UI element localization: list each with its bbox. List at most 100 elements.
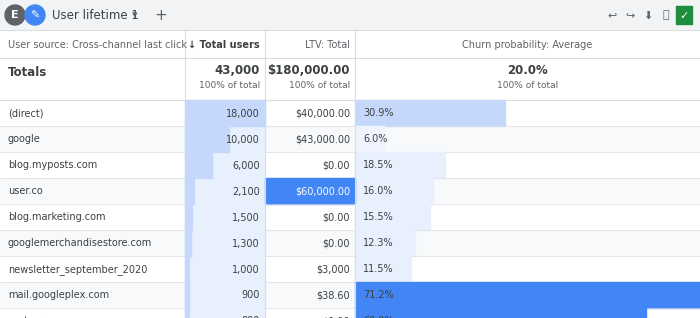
Text: 100% of total: 100% of total bbox=[199, 81, 260, 91]
Bar bbox=[185, 230, 191, 256]
Text: 20.0%: 20.0% bbox=[507, 64, 548, 77]
Bar bbox=[185, 126, 265, 152]
Bar bbox=[185, 308, 188, 318]
Text: ↪: ↪ bbox=[625, 10, 635, 20]
Bar bbox=[185, 256, 265, 282]
Text: 12.3%: 12.3% bbox=[363, 238, 393, 248]
Bar bbox=[0, 256, 700, 282]
Text: User lifetime 1: User lifetime 1 bbox=[52, 9, 139, 22]
Text: ✓: ✓ bbox=[679, 10, 689, 20]
Text: 10,000: 10,000 bbox=[226, 135, 260, 144]
Bar bbox=[185, 308, 265, 318]
Bar bbox=[0, 282, 700, 308]
Bar bbox=[185, 256, 190, 282]
Text: +: + bbox=[154, 8, 167, 23]
Text: 1,300: 1,300 bbox=[232, 238, 260, 248]
Text: 2,100: 2,100 bbox=[232, 186, 260, 197]
Bar bbox=[185, 230, 265, 256]
Bar bbox=[0, 58, 700, 100]
Text: $60,000.00: $60,000.00 bbox=[295, 186, 350, 197]
Text: user.co: user.co bbox=[8, 186, 43, 197]
Text: 100% of total: 100% of total bbox=[497, 81, 558, 91]
Text: partners: partners bbox=[8, 316, 50, 318]
Text: 11.5%: 11.5% bbox=[363, 265, 393, 274]
Bar bbox=[185, 282, 265, 308]
Bar bbox=[676, 6, 692, 24]
Bar bbox=[185, 126, 230, 152]
Text: 71.2%: 71.2% bbox=[363, 291, 393, 301]
Text: 👥: 👥 bbox=[663, 10, 669, 20]
Bar bbox=[0, 152, 700, 178]
Circle shape bbox=[5, 5, 25, 25]
Bar bbox=[355, 178, 433, 204]
Bar bbox=[355, 308, 646, 318]
Bar bbox=[0, 178, 700, 204]
Bar bbox=[185, 178, 195, 204]
Text: blog.marketing.com: blog.marketing.com bbox=[8, 212, 106, 223]
Text: $0.00: $0.00 bbox=[323, 161, 350, 170]
Bar bbox=[185, 204, 265, 230]
Circle shape bbox=[25, 5, 45, 25]
Text: ✎: ✎ bbox=[30, 10, 40, 20]
Bar bbox=[0, 30, 700, 58]
Bar bbox=[185, 100, 265, 126]
Text: ⬇: ⬇ bbox=[643, 10, 652, 20]
Bar bbox=[185, 204, 192, 230]
Text: ↓ Total users: ↓ Total users bbox=[188, 39, 260, 50]
Text: 6.0%: 6.0% bbox=[363, 135, 387, 144]
Text: LTV: Total: LTV: Total bbox=[305, 39, 350, 50]
Bar bbox=[355, 126, 384, 152]
Text: googlemerchandisestore.com: googlemerchandisestore.com bbox=[8, 238, 153, 248]
Bar bbox=[355, 230, 414, 256]
Text: $180,000.00: $180,000.00 bbox=[267, 64, 350, 77]
Text: $0.00: $0.00 bbox=[323, 238, 350, 248]
Bar bbox=[185, 152, 211, 178]
Text: 900: 900 bbox=[241, 291, 260, 301]
Bar bbox=[185, 178, 265, 204]
Bar bbox=[185, 152, 265, 178]
Text: blog.myposts.com: blog.myposts.com bbox=[8, 161, 97, 170]
Text: E: E bbox=[11, 10, 19, 20]
Text: newsletter_september_2020: newsletter_september_2020 bbox=[8, 264, 148, 275]
Text: Churn probability: Average: Churn probability: Average bbox=[463, 39, 593, 50]
Text: 100% of total: 100% of total bbox=[288, 81, 350, 91]
Bar bbox=[0, 204, 700, 230]
Bar bbox=[0, 308, 700, 318]
Text: $40,000.00: $40,000.00 bbox=[295, 108, 350, 119]
Bar bbox=[265, 178, 355, 204]
Text: 16.0%: 16.0% bbox=[363, 186, 393, 197]
Bar bbox=[185, 282, 189, 308]
Text: User source: Cross-channel last click: User source: Cross-channel last click bbox=[8, 39, 187, 50]
Text: 43,000: 43,000 bbox=[215, 64, 260, 77]
Text: 800: 800 bbox=[241, 316, 260, 318]
Bar bbox=[0, 100, 700, 126]
Bar bbox=[0, 230, 700, 256]
Text: Totals: Totals bbox=[8, 66, 48, 79]
Text: 6,000: 6,000 bbox=[232, 161, 260, 170]
Bar bbox=[355, 256, 411, 282]
Bar bbox=[0, 126, 700, 152]
Bar bbox=[185, 100, 265, 126]
Text: ▾: ▾ bbox=[132, 10, 138, 20]
Text: 15.5%: 15.5% bbox=[363, 212, 393, 223]
Bar bbox=[355, 100, 505, 126]
Text: 30.9%: 30.9% bbox=[363, 108, 393, 119]
Bar bbox=[355, 282, 700, 308]
Text: $3,000: $3,000 bbox=[316, 265, 350, 274]
Text: 1,000: 1,000 bbox=[232, 265, 260, 274]
Text: mail.googleplex.com: mail.googleplex.com bbox=[8, 291, 109, 301]
Bar bbox=[355, 204, 430, 230]
Text: 60.0%: 60.0% bbox=[363, 316, 393, 318]
Text: (direct): (direct) bbox=[8, 108, 43, 119]
Text: google: google bbox=[8, 135, 41, 144]
Text: $38.60: $38.60 bbox=[316, 291, 350, 301]
Text: $43,000.00: $43,000.00 bbox=[295, 135, 350, 144]
Text: 1,500: 1,500 bbox=[232, 212, 260, 223]
Bar bbox=[355, 152, 444, 178]
Text: $0.00: $0.00 bbox=[323, 316, 350, 318]
Bar bbox=[0, 0, 700, 30]
Text: ↩: ↩ bbox=[608, 10, 617, 20]
Text: $0.00: $0.00 bbox=[323, 212, 350, 223]
Text: 18.5%: 18.5% bbox=[363, 161, 393, 170]
Text: 18,000: 18,000 bbox=[226, 108, 260, 119]
